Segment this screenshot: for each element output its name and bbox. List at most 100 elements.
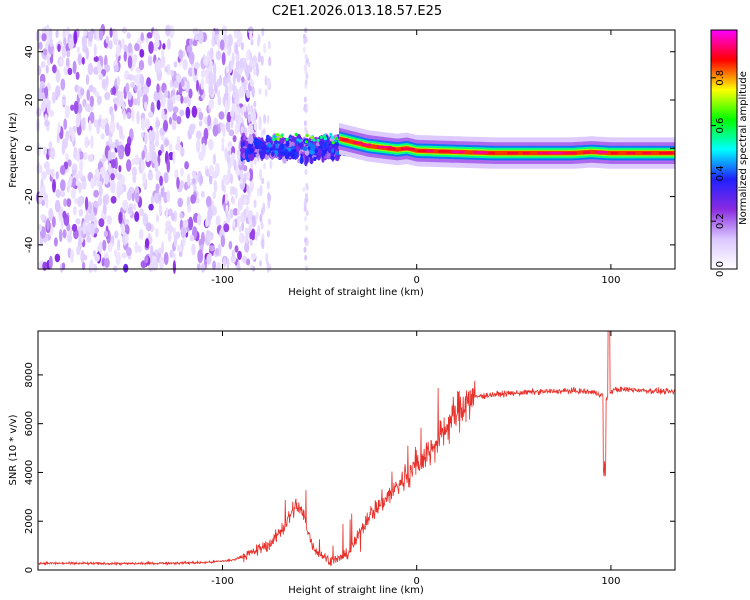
spectrogram-cell — [235, 43, 239, 55]
spectrogram-cell — [160, 49, 165, 57]
spectrogram-cell — [127, 74, 133, 80]
spectrogram-cell — [81, 35, 88, 49]
spectrogram-cell — [182, 58, 188, 71]
spectrogram-cell — [71, 223, 78, 232]
spectrogram-cell — [246, 184, 250, 194]
spectrogram-cell — [276, 137, 280, 141]
spectrogram-cell — [80, 87, 85, 96]
spectrogram-cell — [230, 117, 234, 129]
spectrogram-cell — [82, 221, 87, 235]
spectrogram-cell — [321, 153, 326, 157]
spectrogram-cell — [44, 120, 50, 127]
spectrogram-cell — [206, 253, 212, 265]
spectrogram-cell — [83, 28, 88, 37]
spectrogram-cell — [253, 119, 257, 131]
spectrogram-cell — [226, 66, 230, 74]
spectrogram-cell — [97, 196, 103, 206]
spectrogram-cell — [207, 114, 212, 127]
spectrogram-cell — [143, 86, 149, 95]
spectrogram-cell — [265, 252, 269, 264]
spectrogram-cell — [116, 122, 120, 130]
spectrogram-cell — [250, 253, 257, 261]
spectrogram-cell — [303, 246, 307, 253]
snr-y-tick-label: 2000 — [24, 508, 35, 533]
spectrogram-cell — [110, 179, 116, 194]
spectrogram-cell — [176, 144, 182, 151]
spectrogram-cell — [240, 106, 244, 117]
spectrogram-cell — [323, 142, 328, 149]
spectrogram-cell — [216, 78, 221, 87]
spectrogram-cell — [165, 223, 169, 232]
spectrogram-cell — [238, 158, 242, 167]
spectrogram-cell — [151, 129, 155, 143]
spectrogram-cell — [102, 239, 107, 251]
snr-y-tick-label: 8000 — [24, 362, 35, 387]
spectrogram-cell — [241, 255, 248, 264]
spectrogram-cell — [244, 242, 250, 253]
spectrogram-cell — [120, 223, 126, 235]
spectrogram-cell — [145, 222, 152, 232]
spectrogram-cell — [212, 191, 217, 200]
spectrogram-cell — [105, 35, 110, 44]
spectrogram-cell — [266, 180, 270, 190]
spectrogram-cell — [36, 143, 41, 157]
spectrogram-cell — [122, 109, 126, 120]
spectrogram-cell — [302, 46, 306, 53]
spectrogram-cell — [244, 197, 247, 205]
spectrogram-cell — [172, 106, 179, 114]
spectrogram-cell — [165, 24, 171, 37]
spectrogram-cell — [205, 77, 210, 84]
spectrogram-cell — [199, 174, 204, 185]
spectrogram-cell — [180, 167, 184, 177]
spectrogram-cell — [64, 105, 71, 118]
spectrogram-cell — [312, 138, 316, 142]
spectrogram-cell — [184, 161, 190, 170]
spectrogram-y-label: Frequency (Hz) — [8, 112, 19, 188]
spectrogram-cell — [187, 67, 194, 77]
spectrogram-cell — [279, 136, 285, 145]
spectrogram-cell — [329, 137, 336, 142]
spectrogram-cell — [126, 159, 132, 172]
spectrogram-cell — [154, 140, 160, 147]
spectrogram-cell — [304, 107, 308, 114]
spectrogram-cell — [247, 103, 251, 114]
spectrogram-cell — [243, 57, 247, 70]
spectrogram-cell — [54, 199, 61, 213]
spectrogram-cell — [147, 262, 154, 272]
spectrogram-cell — [233, 159, 237, 171]
spectrogram-cell — [54, 253, 61, 263]
spectrogram-cell — [93, 264, 97, 272]
spectrogram-cell — [333, 139, 338, 143]
spectrogram-cell — [331, 148, 335, 153]
spectrogram-cell — [269, 159, 273, 170]
spectrogram-cell — [221, 184, 225, 191]
spectrogram-cell — [256, 65, 259, 77]
spectrogram-cell — [241, 76, 245, 83]
spectrogram-cell — [252, 112, 256, 123]
spectrogram-panel: -100 0 100 -40 -20 0 20 40 Height of straight … — [8, 23, 676, 298]
spectrogram-cell — [316, 138, 320, 142]
spectrogram-cell — [62, 28, 67, 40]
snr-y-label: SNR (10 * v/v) — [8, 414, 19, 485]
spectrogram-cell — [98, 73, 103, 81]
spectrogram-cell — [203, 127, 209, 141]
spectrogram-cell — [109, 120, 116, 134]
spectrogram-cell — [222, 174, 226, 181]
spectrogram-cell — [133, 203, 137, 211]
spectrogram-cell — [55, 29, 59, 39]
spectrogram-y-tick-label: 40 — [24, 45, 35, 58]
spectrogram-y-ticks: -40 -20 0 20 40 — [24, 45, 675, 253]
spectrogram-cell — [50, 147, 56, 160]
spectrogram-cell — [173, 234, 178, 248]
spectrogram-cell — [57, 122, 61, 134]
spectrogram-cell — [172, 150, 176, 165]
spectrogram-cell — [314, 148, 318, 153]
spectrogram-cell — [45, 160, 50, 175]
spectrogram-cell — [221, 52, 226, 66]
spectrogram-cell — [225, 121, 231, 132]
spectrogram-cell — [109, 27, 113, 38]
spectrogram-cell — [247, 143, 253, 151]
spectrogram-cell — [255, 211, 259, 220]
spectrogram-cell — [106, 215, 113, 225]
spectrogram-cell — [230, 255, 237, 264]
